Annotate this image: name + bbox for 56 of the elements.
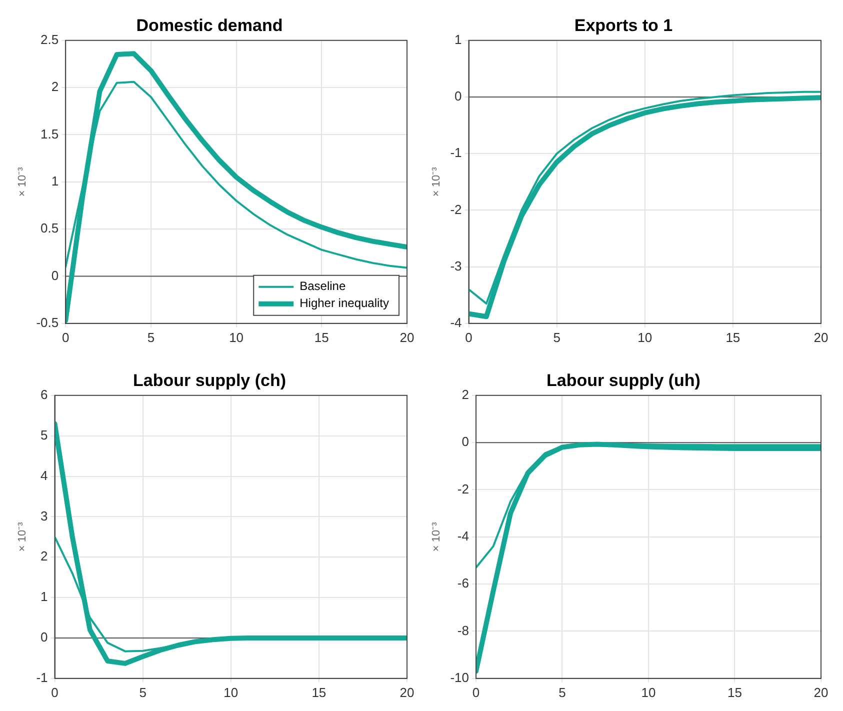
y-tick-label: -0.5 xyxy=(36,314,59,330)
y-tick-label: -8 xyxy=(457,622,469,638)
y-tick-label: -6 xyxy=(457,576,469,591)
y-tick-label: -2 xyxy=(457,481,469,496)
y-tick-label: 1 xyxy=(454,32,462,47)
x-tick-label: 0 xyxy=(62,330,70,345)
x-tick-label: 10 xyxy=(229,330,244,345)
y-tick-label: 2 xyxy=(40,548,48,564)
x-tick-label: 10 xyxy=(641,684,656,700)
y-tick-label: -2 xyxy=(450,202,462,217)
x-tick-label: 20 xyxy=(814,684,828,700)
y-tick-label: -3 xyxy=(450,258,462,274)
y-tick-label: 0.5 xyxy=(40,220,59,236)
y-tick-label: 5 xyxy=(40,427,48,442)
x-tick-label: 15 xyxy=(726,330,740,345)
legend-label: Higher inequality xyxy=(300,296,390,310)
y-tick-label: 1.5 xyxy=(40,126,59,142)
chart-title: Exports to 1 xyxy=(574,16,673,35)
x-tick-label: 10 xyxy=(224,684,238,700)
x-tick-label: 20 xyxy=(400,330,414,345)
y-tick-label: 0 xyxy=(51,268,59,283)
chart-title: Domestic demand xyxy=(136,16,283,35)
y-tick-label: 1 xyxy=(40,589,48,604)
y-tick-label: 1 xyxy=(51,173,59,188)
y-axis-title: × 10⁻³ xyxy=(430,166,443,197)
y-axis-title: × 10⁻³ xyxy=(430,522,443,552)
x-tick-label: 5 xyxy=(139,684,146,700)
x-tick-label: 20 xyxy=(814,330,828,345)
y-tick-label: -10 xyxy=(450,670,469,685)
x-tick-label: 15 xyxy=(312,684,326,700)
x-tick-label: 5 xyxy=(147,330,155,345)
y-tick-label: 0 xyxy=(462,434,469,450)
x-tick-label: 5 xyxy=(558,684,566,700)
x-tick-label: 0 xyxy=(472,684,480,700)
x-tick-label: 5 xyxy=(553,330,560,345)
y-tick-label: -4 xyxy=(457,528,469,544)
y-tick-label: 3 xyxy=(40,508,48,524)
y-tick-label: 4 xyxy=(40,468,48,483)
y-tick-label: 0 xyxy=(40,630,48,645)
y-tick-label: 0 xyxy=(454,88,462,104)
x-tick-label: 15 xyxy=(728,684,742,700)
y-tick-label: -4 xyxy=(450,314,462,330)
y-tick-label: 2 xyxy=(51,79,59,94)
x-tick-label: 20 xyxy=(400,684,414,700)
y-tick-label: -1 xyxy=(36,670,48,685)
legend-label: Baseline xyxy=(300,279,346,294)
y-tick-label: 2 xyxy=(462,386,469,402)
chart-title: Labour supply (uh) xyxy=(546,370,700,390)
y-tick-label: 2.5 xyxy=(40,32,59,47)
y-axis-title: × 10⁻³ xyxy=(16,166,29,197)
y-tick-label: -1 xyxy=(450,145,462,160)
y-tick-label: 6 xyxy=(40,386,48,402)
y-axis-title: × 10⁻³ xyxy=(16,522,29,552)
chart-title: Labour supply (ch) xyxy=(133,370,286,390)
x-tick-label: 10 xyxy=(638,330,652,345)
x-tick-label: 15 xyxy=(314,330,329,345)
